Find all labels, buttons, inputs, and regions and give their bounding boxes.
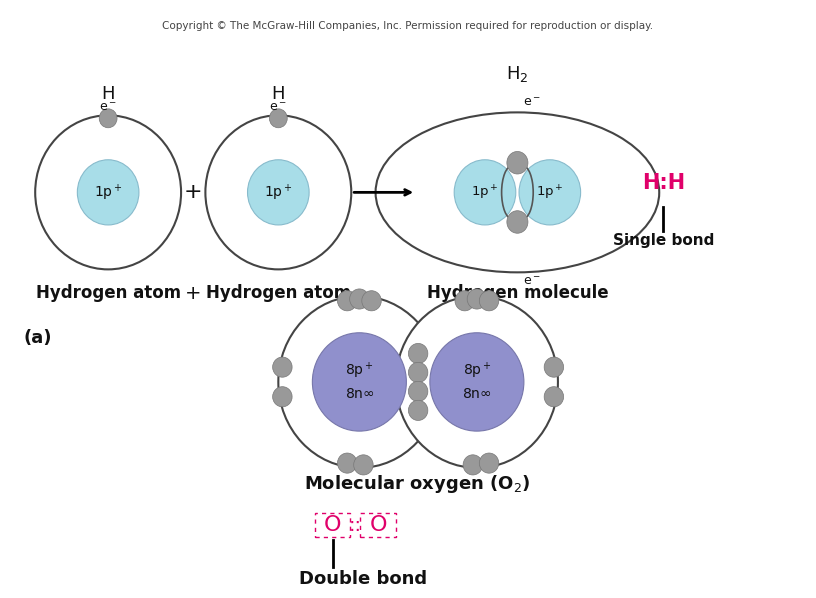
Ellipse shape <box>338 453 357 473</box>
Ellipse shape <box>408 362 428 383</box>
Ellipse shape <box>455 160 516 225</box>
Ellipse shape <box>544 357 564 377</box>
Ellipse shape <box>455 291 474 311</box>
Text: e$^-$: e$^-$ <box>269 101 287 114</box>
Text: ::: :: <box>348 516 361 535</box>
Ellipse shape <box>273 357 292 377</box>
Ellipse shape <box>519 160 581 225</box>
Text: e$^-$: e$^-$ <box>523 96 541 109</box>
Ellipse shape <box>206 115 351 269</box>
Text: Double bond: Double bond <box>299 570 428 588</box>
Ellipse shape <box>278 296 441 468</box>
Text: (a): (a) <box>23 328 51 346</box>
Ellipse shape <box>463 455 482 475</box>
Ellipse shape <box>78 160 139 225</box>
Ellipse shape <box>544 387 564 407</box>
Ellipse shape <box>338 291 357 311</box>
Ellipse shape <box>430 332 524 431</box>
Text: 8p$^+$: 8p$^+$ <box>345 361 374 382</box>
Text: 8n$∞$: 8n$∞$ <box>344 387 375 401</box>
Ellipse shape <box>468 289 486 309</box>
Text: Copyright © The McGraw-Hill Companies, Inc. Permission required for reproduction: Copyright © The McGraw-Hill Companies, I… <box>162 20 654 30</box>
Ellipse shape <box>375 112 659 272</box>
Text: 8n$∞$: 8n$∞$ <box>462 387 492 401</box>
Ellipse shape <box>269 109 287 128</box>
Text: Single bond: Single bond <box>613 233 714 248</box>
Ellipse shape <box>507 151 528 174</box>
Text: 1p$^+$: 1p$^+$ <box>536 183 564 202</box>
Ellipse shape <box>247 160 309 225</box>
Text: +: + <box>185 284 202 303</box>
Ellipse shape <box>313 332 406 431</box>
Ellipse shape <box>507 210 528 233</box>
Text: H: H <box>101 86 115 103</box>
Ellipse shape <box>479 453 499 473</box>
Text: 8p$^+$: 8p$^+$ <box>463 361 491 382</box>
Text: Hydrogen molecule: Hydrogen molecule <box>427 284 608 302</box>
Ellipse shape <box>100 109 117 128</box>
Ellipse shape <box>35 115 181 269</box>
Ellipse shape <box>349 289 369 309</box>
Text: 1p$^+$: 1p$^+$ <box>471 183 499 202</box>
Text: O: O <box>370 515 387 535</box>
Ellipse shape <box>396 296 558 468</box>
Text: 1p$^+$: 1p$^+$ <box>264 182 293 203</box>
Ellipse shape <box>273 387 292 407</box>
Text: +: + <box>184 182 202 202</box>
Ellipse shape <box>479 291 499 311</box>
Ellipse shape <box>361 291 381 311</box>
Text: 1p$^+$: 1p$^+$ <box>94 182 122 203</box>
Text: Molecular oxygen (O$_2$): Molecular oxygen (O$_2$) <box>304 473 531 495</box>
Text: H: H <box>272 86 285 103</box>
Text: O: O <box>324 515 341 535</box>
Text: Hydrogen atom: Hydrogen atom <box>206 284 351 302</box>
Text: e$^-$: e$^-$ <box>523 275 541 288</box>
Ellipse shape <box>408 343 428 364</box>
Text: H:H: H:H <box>641 173 685 194</box>
Text: H$_2$: H$_2$ <box>506 64 529 84</box>
Text: e$^-$: e$^-$ <box>100 101 117 114</box>
Text: Hydrogen atom: Hydrogen atom <box>36 284 180 302</box>
Ellipse shape <box>408 400 428 420</box>
Ellipse shape <box>353 455 373 475</box>
Ellipse shape <box>408 382 428 401</box>
